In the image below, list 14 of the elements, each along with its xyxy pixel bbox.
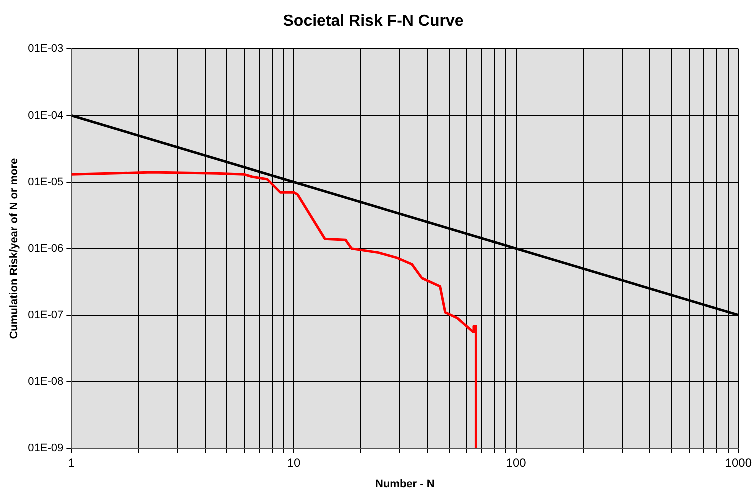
y-tick-label: 01E-09 [28, 442, 64, 454]
y-tick-label: 01E-06 [28, 242, 64, 255]
x-tick-label: 1 [68, 456, 76, 470]
x-tick-label: 100 [506, 456, 527, 470]
chart-title: Societal Risk F-N Curve [283, 13, 464, 30]
x-tick-label: 1000 [725, 456, 752, 470]
y-tick-label: 01E-03 [28, 43, 64, 56]
y-axis-title: Cumulation Risk/year of N or more [8, 158, 21, 340]
y-tick-label: 01E-07 [28, 309, 64, 322]
y-tick-label: 01E-04 [28, 110, 64, 122]
y-tick-label: 01E-08 [28, 376, 64, 388]
x-axis-title: Number - N [376, 478, 435, 490]
x-tick-label: 10 [287, 456, 301, 470]
y-tick-label: 01E-05 [28, 176, 64, 188]
